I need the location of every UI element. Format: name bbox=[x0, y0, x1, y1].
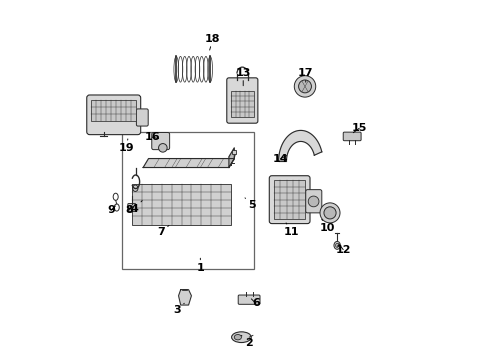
Polygon shape bbox=[143, 158, 234, 167]
Text: 13: 13 bbox=[236, 68, 251, 86]
Text: 18: 18 bbox=[205, 34, 221, 50]
Bar bbox=[122, 132, 254, 269]
Text: 2: 2 bbox=[242, 336, 252, 347]
FancyBboxPatch shape bbox=[128, 203, 136, 211]
FancyBboxPatch shape bbox=[238, 295, 260, 304]
Polygon shape bbox=[178, 290, 192, 305]
Ellipse shape bbox=[232, 332, 251, 342]
Circle shape bbox=[159, 144, 167, 152]
Circle shape bbox=[320, 203, 340, 223]
Text: 6: 6 bbox=[251, 298, 260, 308]
Text: 17: 17 bbox=[298, 68, 314, 82]
Ellipse shape bbox=[334, 242, 341, 249]
FancyBboxPatch shape bbox=[152, 132, 170, 150]
FancyBboxPatch shape bbox=[136, 109, 148, 126]
Text: 16: 16 bbox=[145, 132, 160, 142]
Text: 10: 10 bbox=[319, 219, 335, 233]
FancyBboxPatch shape bbox=[306, 190, 322, 213]
Circle shape bbox=[308, 196, 319, 207]
Text: 14: 14 bbox=[273, 154, 289, 163]
FancyBboxPatch shape bbox=[87, 95, 141, 135]
Bar bbox=[274, 180, 305, 219]
Text: 11: 11 bbox=[284, 223, 299, 237]
Text: 9: 9 bbox=[107, 205, 116, 215]
Circle shape bbox=[294, 76, 316, 97]
Text: 1: 1 bbox=[196, 258, 204, 273]
FancyBboxPatch shape bbox=[343, 132, 361, 141]
Text: 8: 8 bbox=[125, 205, 133, 215]
Bar bbox=[232, 150, 237, 154]
FancyBboxPatch shape bbox=[270, 176, 310, 224]
Ellipse shape bbox=[336, 243, 339, 247]
Text: 7: 7 bbox=[157, 225, 169, 237]
FancyBboxPatch shape bbox=[227, 78, 258, 123]
Text: 19: 19 bbox=[119, 139, 134, 153]
Text: 12: 12 bbox=[336, 244, 351, 255]
Bar bbox=[92, 100, 136, 121]
Bar bbox=[231, 91, 253, 117]
Circle shape bbox=[298, 80, 312, 93]
Polygon shape bbox=[279, 130, 322, 161]
Ellipse shape bbox=[234, 334, 242, 340]
Polygon shape bbox=[229, 148, 234, 167]
Bar bbox=[132, 184, 231, 225]
Text: 15: 15 bbox=[352, 123, 367, 133]
Circle shape bbox=[324, 207, 336, 219]
Text: 3: 3 bbox=[173, 303, 184, 315]
Text: 5: 5 bbox=[245, 198, 256, 210]
Text: 4: 4 bbox=[130, 201, 142, 213]
